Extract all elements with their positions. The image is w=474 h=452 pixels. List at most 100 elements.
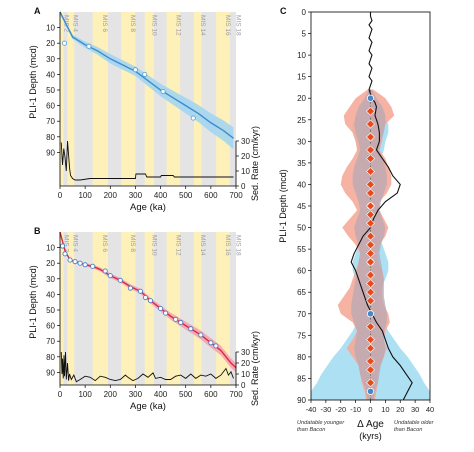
x-tick-label: 700 <box>229 390 243 399</box>
x-axis-title: Δ Age <box>357 419 384 430</box>
tie-point-diamond <box>366 210 375 220</box>
panel-label: A <box>34 6 41 16</box>
mis-band <box>121 12 136 186</box>
mis-band <box>144 232 155 385</box>
x-axis-unit: (kyrs) <box>359 431 382 441</box>
mis-label: MIS 4 <box>71 235 78 252</box>
y-tick-label: 80 <box>46 353 55 362</box>
sed-rate-line <box>60 351 234 383</box>
tie-point-diamond <box>366 132 375 142</box>
mis-label: MIS 18 <box>234 15 241 36</box>
y-tick-label: 20 <box>297 94 306 103</box>
reference-circle <box>366 94 375 102</box>
y-tick-label: 55 <box>297 245 306 254</box>
tie-point <box>82 262 88 268</box>
y-tick-label: 65 <box>297 288 306 297</box>
y2-tick-label: 0 <box>241 381 246 390</box>
y-tick-label: 60 <box>46 322 55 331</box>
note-right-line1: Undatable older <box>394 420 435 426</box>
y-tick-label: 50 <box>46 86 55 95</box>
tie-point-diamond <box>366 257 375 267</box>
mis-label: MIS 6 <box>101 235 108 252</box>
tie-point <box>117 277 123 283</box>
mis-band <box>121 232 136 385</box>
tie-point <box>67 257 73 263</box>
note-right-line2: than Bacon <box>394 427 422 433</box>
tie-point-diamond <box>366 296 375 306</box>
tie-point-diamond <box>366 145 375 155</box>
x-tick-label: 0 <box>368 405 372 414</box>
tie-point-diamond <box>366 218 375 228</box>
tie-point <box>163 310 169 316</box>
mis-band <box>194 232 202 385</box>
mis-band <box>67 232 75 385</box>
tie-point-diamond <box>366 322 375 332</box>
tie-point-diamond <box>366 240 375 250</box>
y2-tick-label: 10 <box>241 370 250 379</box>
x-tick-label: 100 <box>78 191 92 200</box>
mis-label: MIS 14 <box>199 235 206 256</box>
x-tick-label: 300 <box>129 191 143 200</box>
x-tick-label: 10 <box>381 405 389 414</box>
mis-label: MIS 12 <box>175 15 182 36</box>
tie-point <box>59 243 66 249</box>
tie-point <box>173 316 179 322</box>
tie-point-diamond <box>366 180 375 189</box>
tie-point <box>198 332 204 338</box>
tie-point-diamond <box>366 270 375 280</box>
sed-rate-line <box>60 140 234 181</box>
y-tick-label: 85 <box>297 374 306 383</box>
x-tick-label: 500 <box>179 191 193 200</box>
mis-band <box>60 12 64 186</box>
y-tick-label: 60 <box>297 267 306 276</box>
tie-point-diamond <box>366 201 375 211</box>
tie-point-diamond <box>366 335 375 345</box>
y2-axis-title: Sed. Rate (cm/kyr) <box>250 126 260 201</box>
y-tick-label: 70 <box>46 117 55 126</box>
y-tick-label: 80 <box>297 353 306 362</box>
tie-point-diamond <box>366 154 375 164</box>
reference-circle <box>366 387 375 395</box>
mis-band <box>194 12 202 186</box>
tie-point-diamond <box>366 378 375 388</box>
mis-label: MIS 8 <box>129 15 136 32</box>
y-tick-label: 70 <box>46 337 55 346</box>
mis-band <box>67 12 75 186</box>
x-tick-label: 300 <box>129 390 143 399</box>
delta-age-line <box>350 12 413 401</box>
x-tick-label: 0 <box>58 390 63 399</box>
tie-point-diamond <box>366 287 375 297</box>
mis-band <box>60 232 64 385</box>
y-tick-label: 40 <box>297 180 306 189</box>
y-tick-label: 75 <box>297 331 306 340</box>
tie-point <box>142 294 149 301</box>
panel-c: 051015202530354045505560657075808590-40-… <box>278 6 435 441</box>
mis-band <box>92 232 109 385</box>
tie-point <box>178 319 184 326</box>
y-tick-label: 30 <box>46 275 55 284</box>
tie-point-diamond <box>366 356 375 366</box>
mis-band <box>166 232 181 385</box>
y-tick-label: 20 <box>46 39 55 48</box>
y2-axis-title: Sed. Rate (cm/kyr) <box>250 331 260 406</box>
x-tick-label: 20 <box>396 405 404 414</box>
y-tick-label: 10 <box>46 244 55 253</box>
mis-band <box>144 12 155 186</box>
x-tick-label: 100 <box>78 390 92 399</box>
tie-point-diamond <box>366 119 375 129</box>
mis-label: MIS 16 <box>224 235 231 256</box>
y-tick-label: 35 <box>297 159 306 168</box>
x-tick-label: -30 <box>320 405 331 414</box>
tie-point <box>102 268 108 274</box>
y-axis-title: PLI-1 Depth (mcd) <box>28 265 38 339</box>
y-tick-label: 45 <box>297 202 306 211</box>
y-tick-label: 50 <box>46 306 55 315</box>
tie-point <box>147 298 154 304</box>
x-tick-label: 200 <box>104 390 118 399</box>
tie-point-diamond <box>366 231 375 241</box>
y2-tick-label: 0 <box>241 182 246 191</box>
y2-tick-label: 30 <box>241 348 250 357</box>
tie-point <box>77 260 83 266</box>
